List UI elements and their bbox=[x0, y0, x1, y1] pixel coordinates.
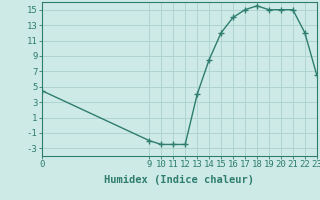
X-axis label: Humidex (Indice chaleur): Humidex (Indice chaleur) bbox=[104, 175, 254, 185]
